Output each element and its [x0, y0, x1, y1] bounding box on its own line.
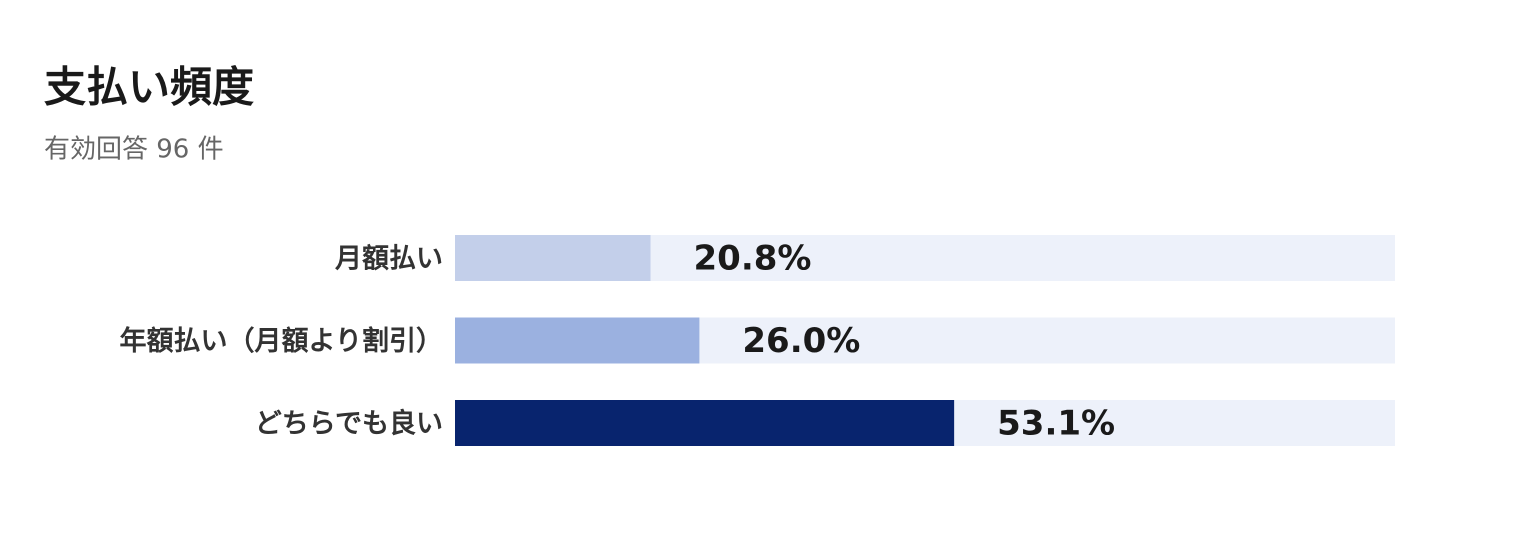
value-label: 26.0% [742, 321, 860, 361]
chart-subtitle: 有効回答 96 件 [44, 135, 224, 165]
bar [455, 400, 955, 446]
bar [455, 235, 651, 281]
category-label: 年額払い（月額より割引） [120, 325, 443, 357]
chart-title: 支払い頻度 [44, 63, 254, 112]
value-label: 20.8% [694, 239, 812, 279]
category-label: 月額払い [334, 244, 443, 275]
category-label: どちらでも良い [255, 408, 443, 440]
value-label: 53.1% [997, 404, 1115, 444]
bar [455, 317, 700, 364]
